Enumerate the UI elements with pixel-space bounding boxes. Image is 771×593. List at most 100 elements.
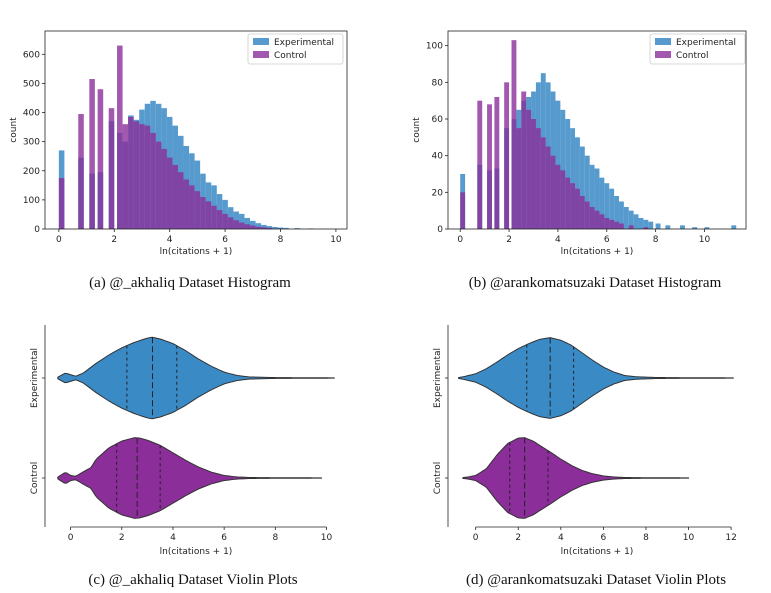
hist-a-bar-control-5 [117, 45, 123, 230]
hist-b-bar-control-3 [494, 97, 500, 229]
hist-b-bar-control-17 [570, 183, 576, 229]
hist-a-bar-control-32 [266, 227, 273, 229]
hist-a-bar-control-3 [97, 89, 104, 230]
histogram-b-ylabel: count [412, 117, 422, 143]
violin-d-violin-control [462, 437, 690, 519]
hist-b-bar-experimental-20 [584, 155, 590, 229]
hist-b-bar-experimental-39 [731, 225, 737, 229]
legend-b-frame [649, 33, 746, 65]
hist-a-bar-experimental-36 [294, 228, 300, 229]
hist-a-bar-control-14 [166, 157, 173, 229]
violin-c-xtick-label-2: 4 [170, 533, 176, 543]
legend-b-experimental-swatch [655, 38, 671, 45]
hist-b-ytick-label-5: 100 [426, 42, 443, 52]
hist-a-bar-control-31 [261, 227, 267, 229]
hist-b-xtick-label-5: 10 [699, 235, 711, 245]
violin-d-xtick-label-4: 8 [643, 533, 649, 543]
hist-a-bar-control-29 [250, 225, 256, 229]
hist-b-bar-control-11 [540, 137, 546, 229]
violin-c-label-control: Control [30, 462, 40, 495]
hist-b-bar-control-18 [575, 188, 580, 229]
hist-a-bar-experimental-33 [272, 226, 278, 229]
hist-b-bar-experimental-26 [614, 196, 619, 229]
hist-a-bar-control-10 [144, 125, 151, 229]
hist-b-bar-control-16 [565, 177, 571, 229]
hist-b-bar-control-27 [618, 223, 624, 229]
hist-a-ytick-label-0: 0 [34, 225, 40, 235]
violin-c-label-experimental: Experimental [30, 348, 40, 408]
hist-b-bar-experimental-18 [575, 137, 580, 229]
panel-c: 0 2 4 6 8 10 ln(citations + 1) Experimental C… [30, 325, 335, 588]
caption-b: (b) @arankomatsuzaki Dataset Histogram [469, 275, 722, 291]
hist-b-ytick-label-2: 40 [432, 152, 444, 162]
hist-b-bar-control-5 [511, 40, 517, 229]
hist-b-bar-control-2 [487, 104, 492, 229]
hist-b-bar-experimental-36 [680, 225, 685, 229]
hist-a-ytick-label-4: 400 [23, 109, 40, 119]
hist-a-xtick-label-1: 2 [111, 235, 117, 245]
hist-b-bar-control-20 [584, 201, 590, 229]
hist-a-bar-control-13 [161, 148, 167, 229]
violin-d-label-control: Control [433, 462, 443, 495]
hist-a-bar-control-25 [227, 217, 234, 229]
hist-a-bar-control-20 [200, 196, 206, 229]
hist-b-bar-control-26 [614, 221, 619, 229]
violin-d-xlabel: ln(citations + 1) [561, 547, 634, 557]
hist-b-xtick-label-1: 2 [506, 235, 512, 245]
hist-a-xtick-label-3: 6 [222, 235, 228, 245]
hist-a-bar-control-4 [108, 108, 115, 229]
hist-a-bar-control-8 [133, 121, 140, 229]
hist-a-bar-control-24 [222, 213, 228, 229]
violin-d-xtick-label-1: 2 [515, 533, 521, 543]
hist-b-bar-experimental-24 [604, 183, 610, 229]
violin-c-xtick-label-5: 10 [321, 533, 333, 543]
hist-a-bar-control-28 [244, 224, 251, 229]
hist-a-bar-experimental-27 [238, 213, 245, 229]
hist-a-bar-experimental-35 [283, 227, 289, 229]
hist-b-bar-experimental-35 [665, 225, 671, 229]
hist-a-bar-experimental-32 [266, 226, 273, 229]
violin-d-xtick-label-3: 6 [601, 533, 607, 543]
hist-a-bar-control-21 [205, 201, 212, 229]
hist-a-xtick-label-4: 8 [278, 235, 284, 245]
hist-a-bar-control-17 [183, 179, 190, 229]
hist-b-bar-control-8 [526, 109, 532, 229]
violin-c-plot: 0 2 4 6 8 10 [42, 325, 335, 543]
violin-d-xtick-label-0: 0 [473, 533, 479, 543]
violin-d-xtick-label-2: 4 [558, 533, 564, 543]
hist-a-bar-control-30 [255, 226, 262, 229]
hist-b-bar-experimental-29 [628, 210, 634, 229]
hist-b-ytick-label-4: 80 [432, 78, 444, 88]
hist-a-bar-control-16 [177, 172, 184, 229]
hist-b-xtick-label-2: 4 [555, 235, 561, 245]
hist-b-bar-control-15 [560, 170, 566, 229]
hist-a-axes-frame [44, 30, 348, 230]
hist-b-bar-experimental-33 [648, 221, 654, 229]
hist-b-bar-experimental-27 [618, 201, 624, 229]
hist-b-bar-control-10 [535, 128, 541, 229]
hist-b-ytick-label-3: 60 [432, 115, 444, 125]
hist-b-bar-control-12 [545, 146, 551, 229]
hist-a-bar-control-2 [89, 79, 95, 229]
hist-a-bar-control-23 [216, 210, 223, 229]
hist-b-bar-experimental-22 [594, 168, 600, 229]
hist-a-bar-control-27 [238, 222, 245, 229]
hist-b-bar-control-13 [550, 155, 556, 229]
histogram-b-xlabel: ln(citations + 1) [561, 247, 634, 257]
caption-a: (a) @_akhaliq Dataset Histogram [89, 275, 291, 291]
hist-a-bar-control-1 [78, 113, 84, 229]
hist-b-bar-control-4 [504, 82, 510, 229]
hist-b-bar-control-22 [594, 210, 600, 229]
hist-b-bar-control-24 [604, 218, 610, 229]
hist-b-bar-control-19 [579, 196, 585, 229]
hist-a-bar-experimental-29 [250, 220, 256, 229]
hist-b-bar-experimental-25 [609, 188, 615, 229]
hist-a-bar-control-19 [194, 191, 201, 229]
hist-b-bar-control-9 [531, 119, 536, 229]
hist-b-ytick-label-1: 20 [432, 188, 444, 198]
